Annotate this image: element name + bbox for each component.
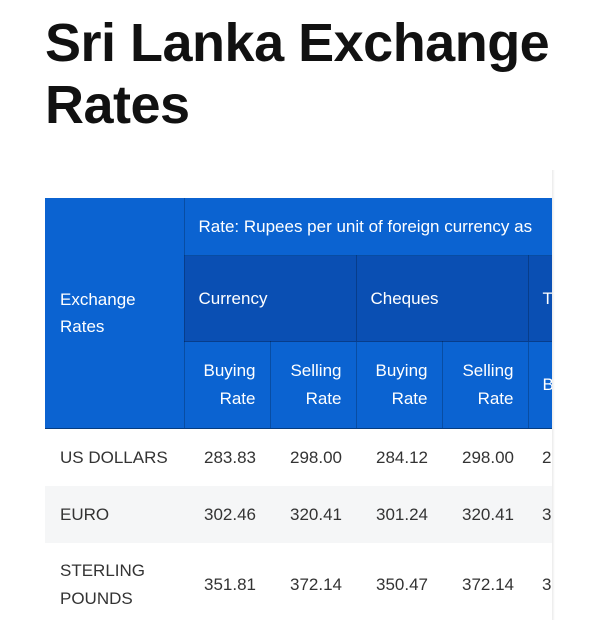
tt-buying-rate: 3 — [528, 543, 552, 620]
currency-selling-rate: 320.41 — [270, 486, 356, 543]
cheques-selling-rate: 372.14 — [442, 543, 528, 620]
header-row-rate: Exchange Rates Rate: Rupees per unit of … — [45, 198, 552, 429]
subheader-tt-buying: B — [527, 341, 552, 429]
group-header-tt: T T — [527, 255, 552, 342]
cheques-buying-rate: 284.12 — [356, 428, 442, 486]
currency-name: US DOLLARS — [45, 428, 184, 486]
table-row: US DOLLARS 283.83 298.00 284.12 298.00 2 — [45, 428, 552, 486]
table-row: EURO 302.46 320.41 301.24 320.41 3 — [45, 486, 552, 543]
cheques-selling-rate: 298.00 — [442, 428, 528, 486]
header-row-groups: Currency Cheques T T — [45, 255, 552, 342]
exchange-rates-table: Exchange Rates Rate: Rupees per unit of … — [45, 198, 552, 620]
cheques-buying-rate: 301.24 — [356, 486, 442, 543]
corner-header: Exchange Rates — [45, 198, 184, 429]
scroll-edge-shadow — [552, 170, 555, 620]
header-row-sub: Buying Rate Selling Rate Buying Rate Sel… — [45, 341, 552, 429]
currency-buying-rate: 302.46 — [184, 486, 270, 543]
currency-selling-rate: 298.00 — [270, 428, 356, 486]
group-header-currency: Currency — [183, 255, 356, 342]
page-title: Sri Lanka Exchange Rates — [45, 13, 550, 135]
tt-buying-rate: 3 — [528, 486, 552, 543]
currency-buying-rate: 351.81 — [184, 543, 270, 620]
subheader-cheques-buying: Buying Rate — [355, 341, 442, 429]
subheader-currency-selling: Selling Rate — [269, 341, 356, 429]
tt-buying-rate: 2 — [528, 428, 552, 486]
cheques-selling-rate: 320.41 — [442, 486, 528, 543]
currency-buying-rate: 283.83 — [184, 428, 270, 486]
table-row: STERLING POUNDS 351.81 372.14 350.47 372… — [45, 543, 552, 620]
subheader-currency-buying: Buying Rate — [183, 341, 270, 429]
exchange-rates-table-container[interactable]: Exchange Rates Rate: Rupees per unit of … — [45, 198, 552, 620]
cheques-buying-rate: 350.47 — [356, 543, 442, 620]
currency-name: EURO — [45, 486, 184, 543]
currency-selling-rate: 372.14 — [270, 543, 356, 620]
group-header-cheques: Cheques — [355, 255, 528, 342]
rate-header: Rate: Rupees per unit of foreign currenc… — [183, 198, 552, 256]
subheader-cheques-selling: Selling Rate — [441, 341, 528, 429]
currency-name: STERLING POUNDS — [45, 543, 184, 620]
